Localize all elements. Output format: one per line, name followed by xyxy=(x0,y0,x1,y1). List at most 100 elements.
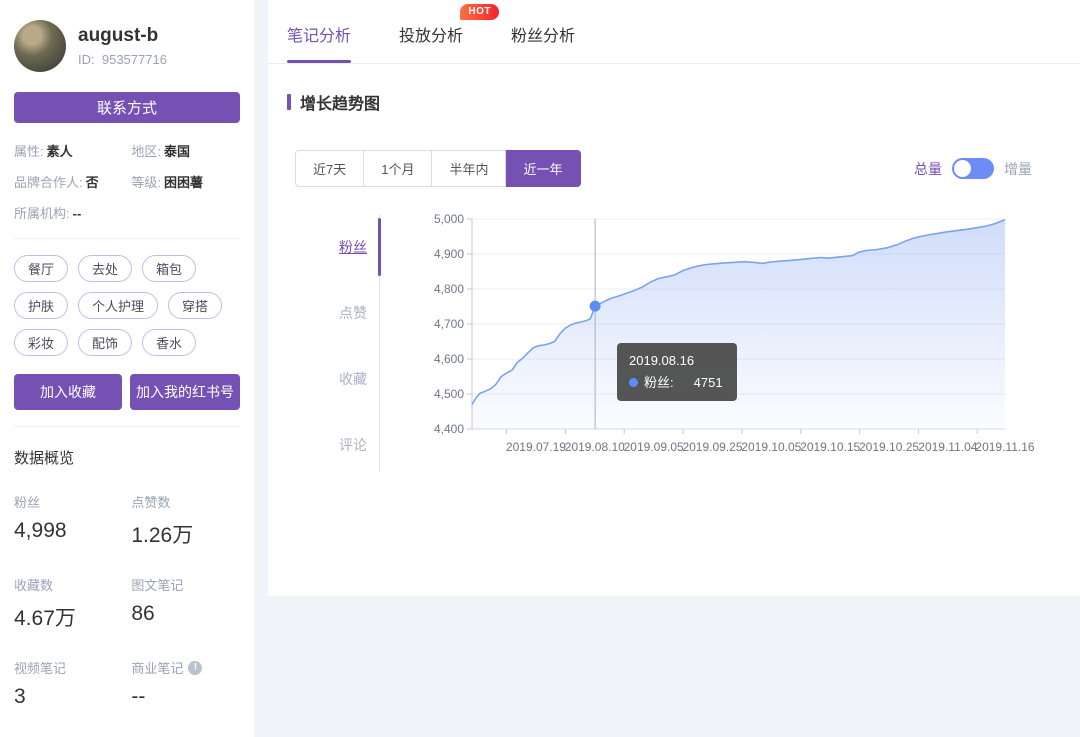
range-button[interactable]: 近7天 xyxy=(295,150,365,187)
total-increment-control: 总量 增量 xyxy=(914,158,1032,179)
info-value: 否 xyxy=(85,175,99,190)
stat-label: 视频笔记 xyxy=(14,661,67,676)
info-label: 地区: xyxy=(131,144,161,159)
stat-item: 点赞数 1.26万 xyxy=(131,492,240,549)
x-axis-label: 2019.10.05 xyxy=(741,440,802,454)
range-button[interactable]: 半年内 xyxy=(432,150,507,187)
stat-item: 粉丝 4,998 xyxy=(14,492,131,549)
profile-id: ID: 953577716 xyxy=(78,52,167,67)
x-axis-label: 2019.10.15 xyxy=(800,440,861,454)
add-to-my-account-button[interactable]: 加入我的红书号 xyxy=(130,374,240,410)
profile-info: 属性: 素人 地区: 泰国 品牌合作人: 否等级: 困困薯 所属机构: -- xyxy=(14,141,240,222)
metric-menu: 粉丝 点赞 收藏 评论 xyxy=(287,214,381,472)
x-axis-label: 2019.09.05 xyxy=(623,440,684,454)
x-axis-label: 2019.08.10 xyxy=(564,440,625,454)
info-value: -- xyxy=(72,206,82,221)
layout-gap xyxy=(254,0,268,737)
profile-info-item: 属性: 素人 xyxy=(14,141,131,160)
divider xyxy=(268,63,1080,64)
x-axis-label: 2019.09.25 xyxy=(682,440,743,454)
metric-item[interactable]: 评论 xyxy=(339,437,367,453)
tab-promotion-analysis[interactable]: 投放分析 HOT xyxy=(399,4,500,63)
metric-item[interactable]: 粉丝 xyxy=(339,239,367,255)
date-range-group: 近7天 1个月 半年内 近一年 xyxy=(295,150,581,187)
category-tag: 个人护理 xyxy=(78,292,159,319)
y-axis-label: 4,800 xyxy=(433,282,464,296)
profile-info-item: 等级: 困困薯 xyxy=(131,172,240,191)
info-value: 泰国 xyxy=(163,144,190,159)
x-axis-label: 2019.10.25 xyxy=(858,440,920,454)
info-icon[interactable]: ! xyxy=(188,660,203,675)
add-favorite-button[interactable]: 加入收藏 xyxy=(14,374,122,410)
metric-item[interactable]: 点赞 xyxy=(339,305,367,321)
stat-label: 收藏数 xyxy=(14,578,54,593)
category-tag: 香水 xyxy=(142,329,197,356)
tooltip-series-name: 粉丝: xyxy=(644,374,674,390)
section-header: 增长趋势图 xyxy=(287,90,1080,114)
info-label: 等级: xyxy=(131,175,161,190)
chart-plot: 2019.08.16 粉丝: 4751 4,400 4,500 4,600 4,700… xyxy=(434,212,1035,472)
divider xyxy=(14,238,240,239)
chart-tooltip: 2019.08.16 粉丝: 4751 xyxy=(617,343,737,401)
tooltip-value: 4751 xyxy=(693,374,723,390)
section-title: 增长趋势图 xyxy=(300,96,381,113)
tab-note-analysis[interactable]: 笔记分析 xyxy=(287,22,352,63)
category-tag: 穿搭 xyxy=(168,292,223,319)
tooltip-date: 2019.08.16 xyxy=(629,353,695,368)
info-label: 所属机构: xyxy=(14,206,70,221)
growth-trend-chart: 粉丝点赞收藏评论 2019.08.16 粉丝: 4751 xyxy=(287,212,1080,472)
category-tag: 餐厅 xyxy=(14,255,69,282)
y-axis-label: 4,700 xyxy=(433,317,464,331)
avatar xyxy=(14,20,66,72)
stat-value: 3 xyxy=(14,685,26,708)
profile-info-item: 地区: 泰国 xyxy=(131,141,240,160)
metric-active-indicator xyxy=(378,218,381,276)
tab-fans-analysis[interactable]: 粉丝分析 xyxy=(511,28,576,45)
highlighted-data-point xyxy=(589,300,601,312)
profile-sidebar: august-b ID: 953577716 联系方式 属性: 素人 地区: 泰国 品牌… xyxy=(0,0,254,737)
profile-name: august-b xyxy=(78,25,159,46)
info-value: 素人 xyxy=(46,144,73,159)
x-axis-label: 2019.11.16 xyxy=(975,440,1035,454)
hot-badge: HOT xyxy=(460,4,500,20)
range-button[interactable]: 近一年 xyxy=(506,150,581,187)
category-tag: 去处 xyxy=(78,255,133,282)
y-axis-label: 4,900 xyxy=(433,247,464,261)
info-label: 品牌合作人: xyxy=(14,175,83,190)
info-label: 属性: xyxy=(14,144,44,159)
y-axis-label: 4,400 xyxy=(433,422,464,436)
profile-header: august-b ID: 953577716 xyxy=(14,20,240,72)
contact-button[interactable]: 联系方式 xyxy=(14,92,240,123)
range-button[interactable]: 1个月 xyxy=(364,150,433,187)
action-buttons: 加入收藏 加入我的红书号 xyxy=(14,374,240,410)
toggle-knob xyxy=(954,160,971,177)
x-axis-label: 2019.07.19 xyxy=(505,440,566,454)
category-tag: 配饰 xyxy=(78,329,133,356)
toggle-label-increment: 增量 xyxy=(1004,160,1032,177)
total-increment-toggle[interactable] xyxy=(952,158,994,179)
tag-list: 餐厅 去处 箱包护肤 个人护理 穿搭彩妆 配饰 香水 xyxy=(14,255,240,356)
stat-item: 商业笔记! -- xyxy=(131,658,240,709)
metric-item[interactable]: 收藏 xyxy=(339,371,367,387)
y-axis-label: 5,000 xyxy=(433,212,464,226)
profile-info-item: 品牌合作人: 否 xyxy=(14,172,131,191)
category-tag: 箱包 xyxy=(142,255,197,282)
info-value: 困困薯 xyxy=(163,175,203,190)
stat-label: 粉丝 xyxy=(14,495,41,510)
stat-label: 商业笔记! xyxy=(131,658,240,677)
category-tag: 护肤 xyxy=(14,292,69,319)
chart-controls: 近7天 1个月 半年内 近一年 总量 增量 xyxy=(287,150,1080,187)
x-axis-label: 2019.11.04 xyxy=(918,440,978,454)
stat-item: 图文笔记 86 xyxy=(131,575,240,632)
profile-info-item: 所属机构: -- xyxy=(14,203,131,222)
stat-value: 4,998 xyxy=(14,519,67,542)
toggle-label-total: 总量 xyxy=(914,160,942,177)
category-tag: 彩妆 xyxy=(14,329,69,356)
analysis-tabs: 笔记分析 投放分析 HOT 粉丝分析 xyxy=(268,0,1080,63)
data-overview-title: 数据概览 xyxy=(14,450,75,467)
analysis-card: 笔记分析 投放分析 HOT 粉丝分析 增长趋势图 近7天 1个月 半年内 近一年 总量 增量 xyxy=(268,0,1080,596)
line-chart-svg xyxy=(467,218,1006,434)
section-accent-bar xyxy=(287,94,291,110)
stat-value: 4.67万 xyxy=(14,607,76,630)
